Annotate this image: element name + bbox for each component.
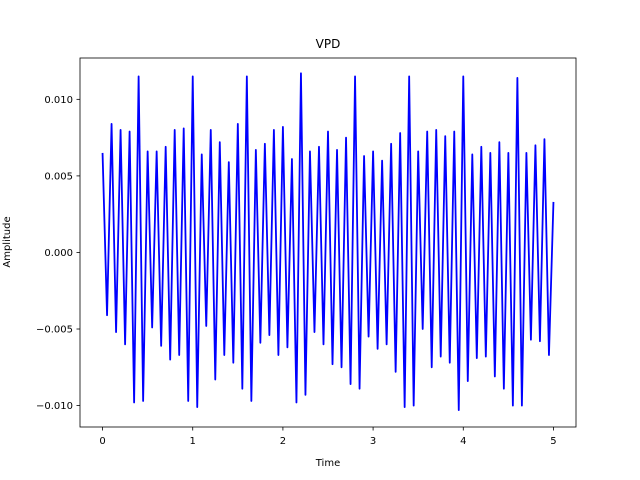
x-tick-label: 1	[190, 436, 196, 447]
x-tick-label: 4	[460, 436, 466, 447]
y-tick-label: 0.005	[44, 171, 73, 182]
y-tick-label: −0.010	[36, 401, 73, 412]
plot-frame	[79, 57, 577, 428]
x-axis-label: Time	[315, 458, 340, 469]
data-line	[101, 72, 555, 412]
y-axis-label: Amplitude	[2, 216, 13, 267]
x-tick-label: 0	[99, 436, 105, 447]
y-tick-label: 0.000	[44, 248, 73, 259]
x-tick-label: 2	[280, 436, 286, 447]
x-tick-label: 3	[370, 436, 376, 447]
x-tick-label: 5	[550, 436, 556, 447]
chart-title: VPD	[316, 37, 341, 51]
y-tick-label: 0.010	[44, 95, 73, 106]
y-tick-label: −0.005	[36, 325, 73, 336]
